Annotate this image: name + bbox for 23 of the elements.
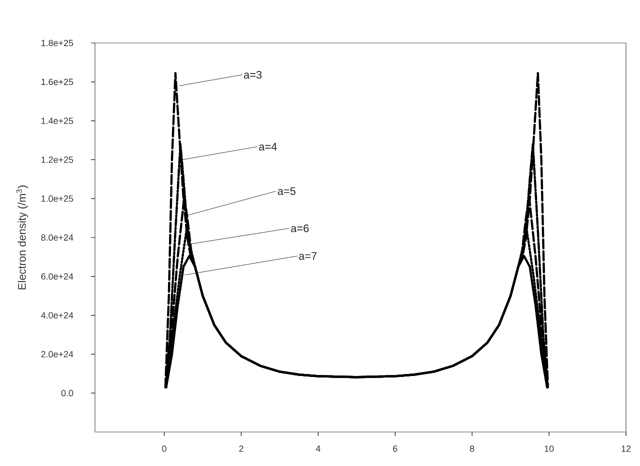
x-tick-label: 8 bbox=[470, 446, 474, 452]
x-tick-label: 12 bbox=[622, 446, 631, 452]
annotation: a=6 bbox=[291, 224, 309, 232]
y-tick-label: 8.0e+24 bbox=[41, 234, 74, 241]
y-tick-label: 1.8e+25 bbox=[42, 40, 74, 46]
x-tick-label: 4 bbox=[316, 446, 320, 452]
annotation: a=5 bbox=[278, 187, 296, 195]
y-axis-title: Electron density (/m$^{3}$) bbox=[16, 186, 28, 290]
y-tick-label: 1.0e+25 bbox=[42, 195, 74, 202]
y-tick-label: 6.0e+24 bbox=[41, 273, 74, 280]
y-tick-label: 4.0e+24 bbox=[41, 312, 74, 318]
x-tick-label: 0 bbox=[162, 446, 166, 452]
y-tick-label: 2.0e+24 bbox=[41, 351, 74, 358]
annotation: a=4 bbox=[259, 142, 277, 151]
y-tick-label: 1.6e+25 bbox=[42, 78, 74, 86]
y-tick-label: 1.2e+25 bbox=[42, 156, 74, 163]
annotation: a=3 bbox=[244, 70, 262, 79]
y-tick-label: 0.0 bbox=[61, 390, 74, 396]
x-tick-label: 2 bbox=[239, 446, 244, 452]
x-tick-label: 6 bbox=[393, 446, 398, 452]
x-tick-label: 10 bbox=[544, 446, 554, 452]
annotation: a=7 bbox=[298, 252, 317, 260]
y-tick-label: 1.4e+25 bbox=[42, 118, 74, 124]
